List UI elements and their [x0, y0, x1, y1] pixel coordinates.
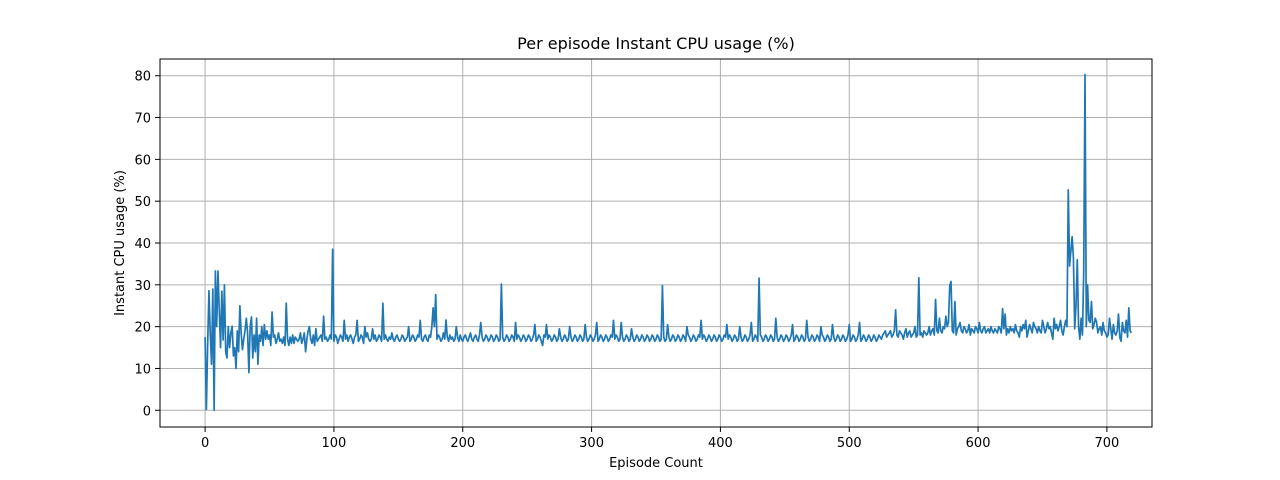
x-axis-label: Episode Count: [609, 456, 703, 471]
grid-lines: [160, 59, 1152, 427]
y-tick-label: 60: [134, 153, 151, 168]
cpu-usage-line: [204, 73, 1133, 412]
x-tick-label: 500: [837, 436, 862, 451]
x-axis: 0 100 200 300 400 500 600 700: [201, 427, 1119, 451]
y-tick-label: 80: [134, 70, 151, 85]
y-tick-label: 70: [134, 112, 151, 127]
y-tick-label: 20: [134, 321, 151, 336]
y-tick-label: 30: [134, 279, 151, 294]
x-tick-label: 400: [708, 436, 733, 451]
y-tick-label: 0: [143, 404, 151, 419]
y-tick-label: 10: [134, 362, 151, 377]
data-series: [204, 73, 1133, 412]
x-tick-label: 0: [201, 436, 209, 451]
x-tick-label: 300: [579, 436, 604, 451]
x-tick-label: 700: [1094, 436, 1119, 451]
y-axis: 0 10 20 30 40 50 60 70 80: [134, 70, 160, 419]
x-tick-label: 600: [966, 436, 991, 451]
y-tick-label: 50: [134, 195, 151, 210]
y-tick-label: 40: [134, 237, 151, 252]
chart-title: Per episode Instant CPU usage (%): [517, 34, 795, 53]
x-tick-label: 200: [450, 436, 475, 451]
y-axis-label: Instant CPU usage (%): [113, 170, 128, 316]
x-tick-label: 100: [322, 436, 347, 451]
